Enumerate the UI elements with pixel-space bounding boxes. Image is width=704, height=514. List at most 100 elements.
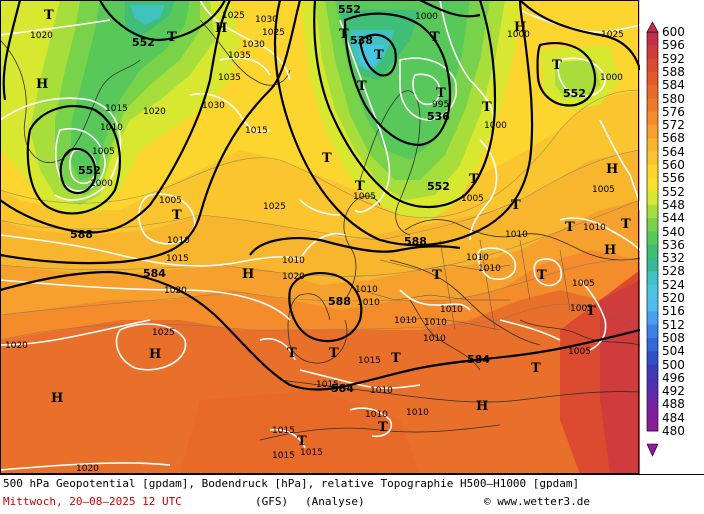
pressure-label: 1005 [159, 196, 182, 206]
pressure-label: 1010 [370, 386, 393, 396]
legend-value: 508 [662, 330, 685, 345]
legend-value: 492 [662, 384, 685, 399]
pressure-label: 1015 [272, 426, 295, 436]
legend-value: 496 [662, 370, 685, 385]
pressure-label: 1015 [245, 126, 268, 136]
model-name: (GFS) [255, 495, 289, 508]
low-pressure-marker: T [432, 268, 442, 283]
low-pressure-marker: T [430, 30, 440, 45]
legend-swatch [647, 231, 658, 246]
copyright-link[interactable]: © www.wetter3.de [484, 495, 590, 508]
legend-swatch [647, 138, 658, 153]
pressure-label: 1025 [152, 328, 175, 338]
low-pressure-marker: T [586, 304, 596, 319]
pressure-label: 1010 [406, 408, 429, 418]
high-pressure-marker: H [606, 162, 618, 177]
geo-label: 584 [467, 353, 490, 366]
pressure-label: 1010 [167, 236, 190, 246]
legend-swatch [647, 271, 658, 286]
pressure-label: 1010 [282, 256, 305, 266]
low-pressure-marker: T [297, 434, 307, 449]
legend-value: 564 [662, 144, 685, 159]
legend-swatch [647, 311, 658, 325]
legend-value: 580 [662, 91, 685, 106]
legend-swatch [647, 377, 658, 392]
legend-value: 520 [662, 291, 685, 305]
legend-value: 536 [662, 237, 685, 252]
legend-swatch [647, 32, 658, 46]
pressure-label: 1035 [228, 51, 251, 61]
high-pressure-marker: H [604, 243, 616, 258]
low-pressure-marker: T [537, 268, 547, 283]
legend-value: 572 [662, 118, 685, 133]
legend-swatch [647, 364, 658, 379]
high-pressure-marker: H [476, 399, 488, 414]
high-pressure-marker: H [242, 267, 254, 282]
geopotential-contours [0, 0, 640, 391]
pressure-label: 1005 [461, 194, 484, 204]
pressure-label: 1010 [365, 410, 388, 420]
legend-value: 540 [662, 224, 685, 239]
legend-swatch [647, 98, 658, 113]
geo-label: 552 [338, 3, 361, 16]
analysis-label: (Analyse) [305, 495, 365, 508]
legend-swatch [647, 111, 658, 126]
legend-swatch [647, 178, 658, 192]
low-pressure-marker: T [355, 179, 365, 194]
pressure-label: 1005 [353, 192, 376, 202]
high-pressure-marker: H [514, 20, 526, 35]
legend-swatch [647, 58, 658, 73]
pressure-label: 1015 [166, 254, 189, 264]
color-legend [646, 21, 659, 457]
legend-value: 568 [662, 131, 685, 146]
low-pressure-marker: T [511, 198, 521, 213]
geopotential-labels: 552 552 552 552 552 538 536 588 588 588 … [70, 3, 586, 395]
high-markers: H H H H H H H H H [36, 20, 618, 414]
topography-isolines [0, 89, 640, 341]
pressure-label: 1020 [282, 272, 305, 282]
pressure-label: 1005 [92, 147, 115, 157]
low-pressure-marker: T [44, 8, 54, 23]
low-pressure-marker: T [469, 172, 479, 187]
legend-value: 548 [662, 197, 685, 212]
pressure-label: 1020 [164, 286, 187, 296]
pressure-label: 1015 [272, 451, 295, 461]
geo-label: 584 [331, 382, 354, 395]
legend-swatch [647, 71, 658, 86]
pressure-label: 1010 [394, 316, 417, 326]
legend-value: 596 [662, 38, 685, 53]
pressure-label: 1000 [600, 73, 623, 83]
pressure-label: 1000 [507, 30, 530, 40]
low-pressure-marker: T [436, 86, 446, 101]
pressure-label: 1020 [30, 31, 53, 41]
pressure-label: 1015 [358, 356, 381, 366]
legend-value: 528 [662, 264, 685, 279]
geo-label: 552 [427, 180, 450, 193]
high-pressure-marker: H [149, 347, 161, 362]
pressure-label: 1010 [357, 298, 380, 308]
pressure-label: 1000 [484, 121, 507, 131]
geo-label: 588 [70, 228, 93, 241]
legend-swatch [647, 165, 658, 179]
low-pressure-marker: T [378, 420, 388, 435]
legend-swatch [647, 298, 658, 312]
pressure-label: 1005 [568, 347, 591, 357]
high-pressure-marker: H [215, 21, 227, 36]
weather-map: 552 552 552 552 552 538 536 588 588 588 … [0, 0, 640, 474]
legend-swatch [647, 284, 658, 299]
geo-label: 588 [328, 295, 351, 308]
pressure-label: 1010 [466, 253, 489, 263]
legend-value: 480 [662, 424, 685, 438]
pressure-label: 1030 [255, 15, 278, 25]
high-pressure-marker: H [36, 77, 48, 92]
geo-label: 536 [427, 110, 450, 123]
pressure-label: 1025 [262, 28, 285, 38]
pressure-label: 1000 [90, 179, 113, 189]
legend-swatch [647, 218, 658, 232]
legend-value: 512 [662, 317, 685, 332]
pressure-label: 1005 [570, 304, 593, 314]
low-pressure-marker: T [391, 351, 401, 366]
pressure-label: 1035 [218, 73, 241, 83]
pressure-label: 1025 [601, 30, 624, 40]
pressure-label: 1030 [202, 101, 225, 111]
